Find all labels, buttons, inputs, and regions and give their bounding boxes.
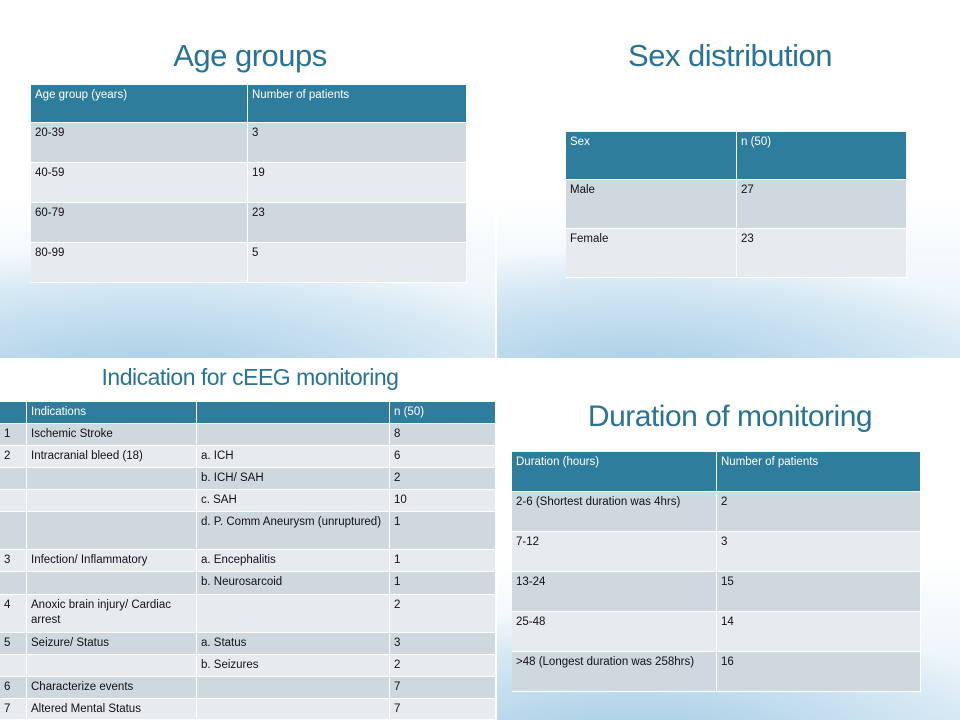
panel-title: Indication for cEEG monitoring: [101, 364, 399, 390]
table-cell: [0, 490, 27, 512]
table-cell: Anoxic brain injury/ Cardiac arrest: [27, 595, 197, 633]
table-cell: a. Encephalitis: [197, 550, 390, 572]
table-cell: 3: [0, 550, 27, 572]
table-cell: 15: [717, 572, 921, 612]
table-cell: 60-79: [31, 203, 248, 243]
table-cell: [0, 655, 27, 677]
panel-title: Sex distribution: [628, 38, 832, 73]
table-cell: a. Status: [197, 633, 390, 655]
table-cell: Seizure/ Status: [27, 633, 197, 655]
table-cell: [197, 424, 390, 446]
table-cell: 4: [0, 595, 27, 633]
table-cell: 14: [717, 612, 921, 652]
panel-title: Age groups: [173, 38, 327, 73]
table-cell: [0, 512, 27, 550]
table-cell: Characterize events: [27, 677, 197, 699]
header-cell: Indications: [27, 402, 197, 424]
table-cell: 2: [717, 492, 921, 532]
table-cell: 7-12: [512, 532, 717, 572]
panel-title: Duration of monitoring: [587, 400, 873, 433]
table-cell: >48 (Longest duration was 258hrs): [512, 652, 717, 692]
header-cell: n (50): [390, 402, 496, 424]
table-cell: [27, 655, 197, 677]
table-cell: c. SAH: [197, 490, 390, 512]
table-cell: 1: [0, 424, 27, 446]
table-cell: Male: [566, 180, 737, 229]
table-cell: a. ICH: [197, 446, 390, 468]
table-cell: [197, 699, 390, 720]
table-cell: 23: [737, 229, 907, 278]
table-cell: 25-48: [512, 612, 717, 652]
header-cell: Sex: [566, 132, 737, 180]
table-cell: Altered Mental Status: [27, 699, 197, 720]
header-cell: n (50): [737, 132, 907, 180]
table-cell: 27: [737, 180, 907, 229]
table-cell: 40-59: [31, 163, 248, 203]
header-cell: [197, 402, 390, 424]
table-cell: 2: [390, 595, 496, 633]
table-cell: Ischemic Stroke: [27, 424, 197, 446]
header-cell: [0, 402, 27, 424]
header-cell: Number of patients: [717, 452, 921, 492]
table-cell: 16: [717, 652, 921, 692]
table-cell: 6: [0, 677, 27, 699]
table-cell: 20-39: [31, 123, 248, 163]
table-cell: 13-24: [512, 572, 717, 612]
table-cell: d. P. Comm Aneurysm (unruptured): [197, 512, 390, 550]
table-cell: 7: [390, 699, 496, 720]
table-cell: Intracranial bleed (18): [27, 446, 197, 468]
table-cell: Infection/ Inflammatory: [27, 550, 197, 572]
table-cell: [197, 677, 390, 699]
table-cell: 2: [0, 446, 27, 468]
table-cell: [0, 572, 27, 595]
table-cell: 5: [0, 633, 27, 655]
header-cell: Duration (hours): [512, 452, 717, 492]
table-cell: 80-99: [31, 243, 248, 283]
table-cell: [27, 512, 197, 550]
table-cell: [0, 468, 27, 490]
table-cell: 3: [390, 633, 496, 655]
table-cell: 23: [248, 203, 467, 243]
table-cell: 1: [390, 550, 496, 572]
table-cell: 7: [390, 677, 496, 699]
table-cell: 2: [390, 655, 496, 677]
table-cell: 3: [717, 532, 921, 572]
table-cell: 1: [390, 512, 496, 550]
table-cell: 2: [390, 468, 496, 490]
table-cell: 19: [248, 163, 467, 203]
table-cell: 8: [390, 424, 496, 446]
table-cell: 3: [248, 123, 467, 163]
table-cell: Female: [566, 229, 737, 278]
table-cell: [27, 572, 197, 595]
header-cell: Age group (years): [31, 85, 248, 123]
table-cell: 1: [390, 572, 496, 595]
header-cell: Number of patients: [248, 85, 467, 123]
table-cell: b. Seizures: [197, 655, 390, 677]
table-cell: 2-6 (Shortest duration was 4hrs): [512, 492, 717, 532]
table-cell: 5: [248, 243, 467, 283]
table-cell: b. ICH/ SAH: [197, 468, 390, 490]
table-cell: 7: [0, 699, 27, 720]
table-cell: 6: [390, 446, 496, 468]
table-cell: 10: [390, 490, 496, 512]
table-cell: [27, 490, 197, 512]
table-cell: [27, 468, 197, 490]
table-cell: b. Neurosarcoid: [197, 572, 390, 595]
table-cell: [197, 595, 390, 633]
